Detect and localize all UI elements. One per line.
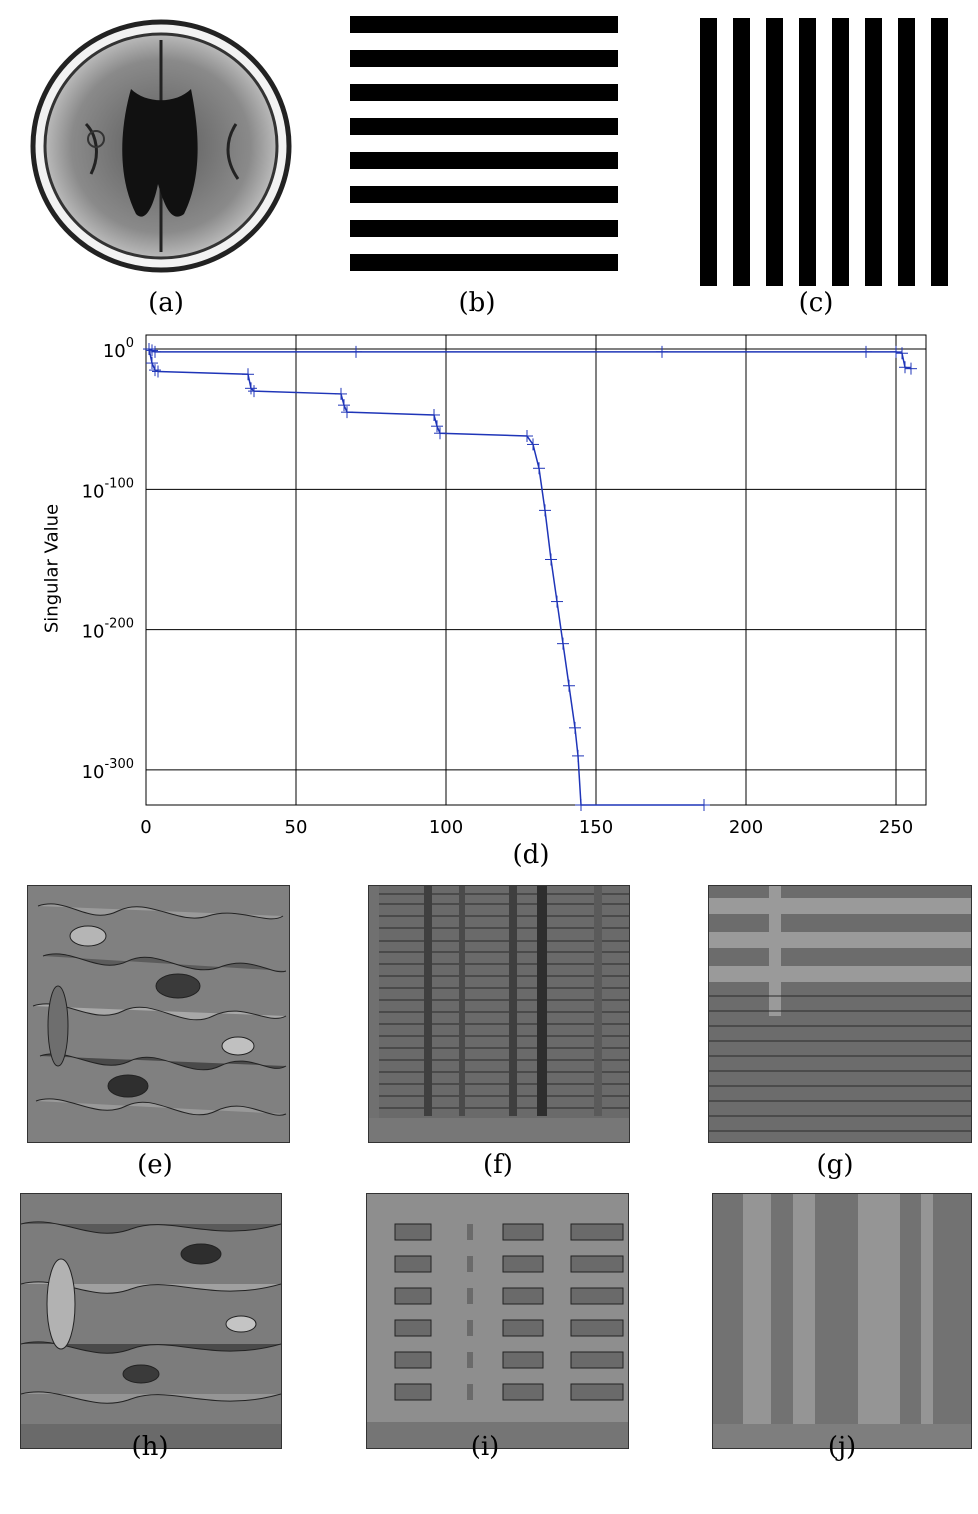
x-tick-label: 50	[285, 817, 308, 838]
caption-e: (e)	[137, 1150, 173, 1180]
x-tick-label: 0	[140, 817, 151, 838]
x-tick-label: 100	[429, 817, 463, 838]
caption-j: (j)	[827, 1432, 857, 1462]
caption-g: (g)	[816, 1150, 854, 1180]
caption-a: (a)	[148, 288, 184, 318]
contour-image-h	[20, 1193, 282, 1449]
series-line-2	[148, 348, 704, 806]
caption-h: (h)	[131, 1432, 169, 1462]
chart-series	[143, 343, 917, 811]
y-tick-label: 100	[103, 336, 134, 362]
contour-image-i	[366, 1193, 629, 1449]
chart-plot-frame	[145, 334, 927, 806]
chart-grid	[145, 335, 926, 805]
vertical-stripes-image	[700, 18, 950, 286]
caption-f: (f)	[483, 1150, 513, 1180]
x-tick-label: 250	[879, 817, 913, 838]
caption-d: (d)	[512, 840, 550, 870]
caption-i: (i)	[470, 1432, 500, 1462]
y-tick-label: 10-300	[82, 757, 134, 783]
chart-ticks: 0 50 100 150 200 250 100 10-100 10-200 10-300	[82, 336, 914, 838]
contour-image-e	[27, 885, 290, 1143]
brain-mri-image	[26, 14, 298, 280]
x-tick-label: 200	[729, 817, 763, 838]
contour-image-g	[708, 885, 972, 1143]
y-tick-label: 10-200	[82, 617, 134, 643]
caption-b: (b)	[458, 288, 496, 318]
caption-c: (c)	[798, 288, 834, 318]
contour-image-f	[368, 885, 630, 1143]
x-tick-label: 150	[579, 817, 613, 838]
horizontal-stripes-image	[350, 16, 618, 272]
y-tick-label: 10-100	[82, 476, 134, 502]
singular-value-chart: 0 50 100 150 200 250 100 10-100 10-200 10-300	[82, 334, 927, 838]
series-line-1	[148, 348, 912, 370]
contour-image-j	[712, 1193, 972, 1449]
